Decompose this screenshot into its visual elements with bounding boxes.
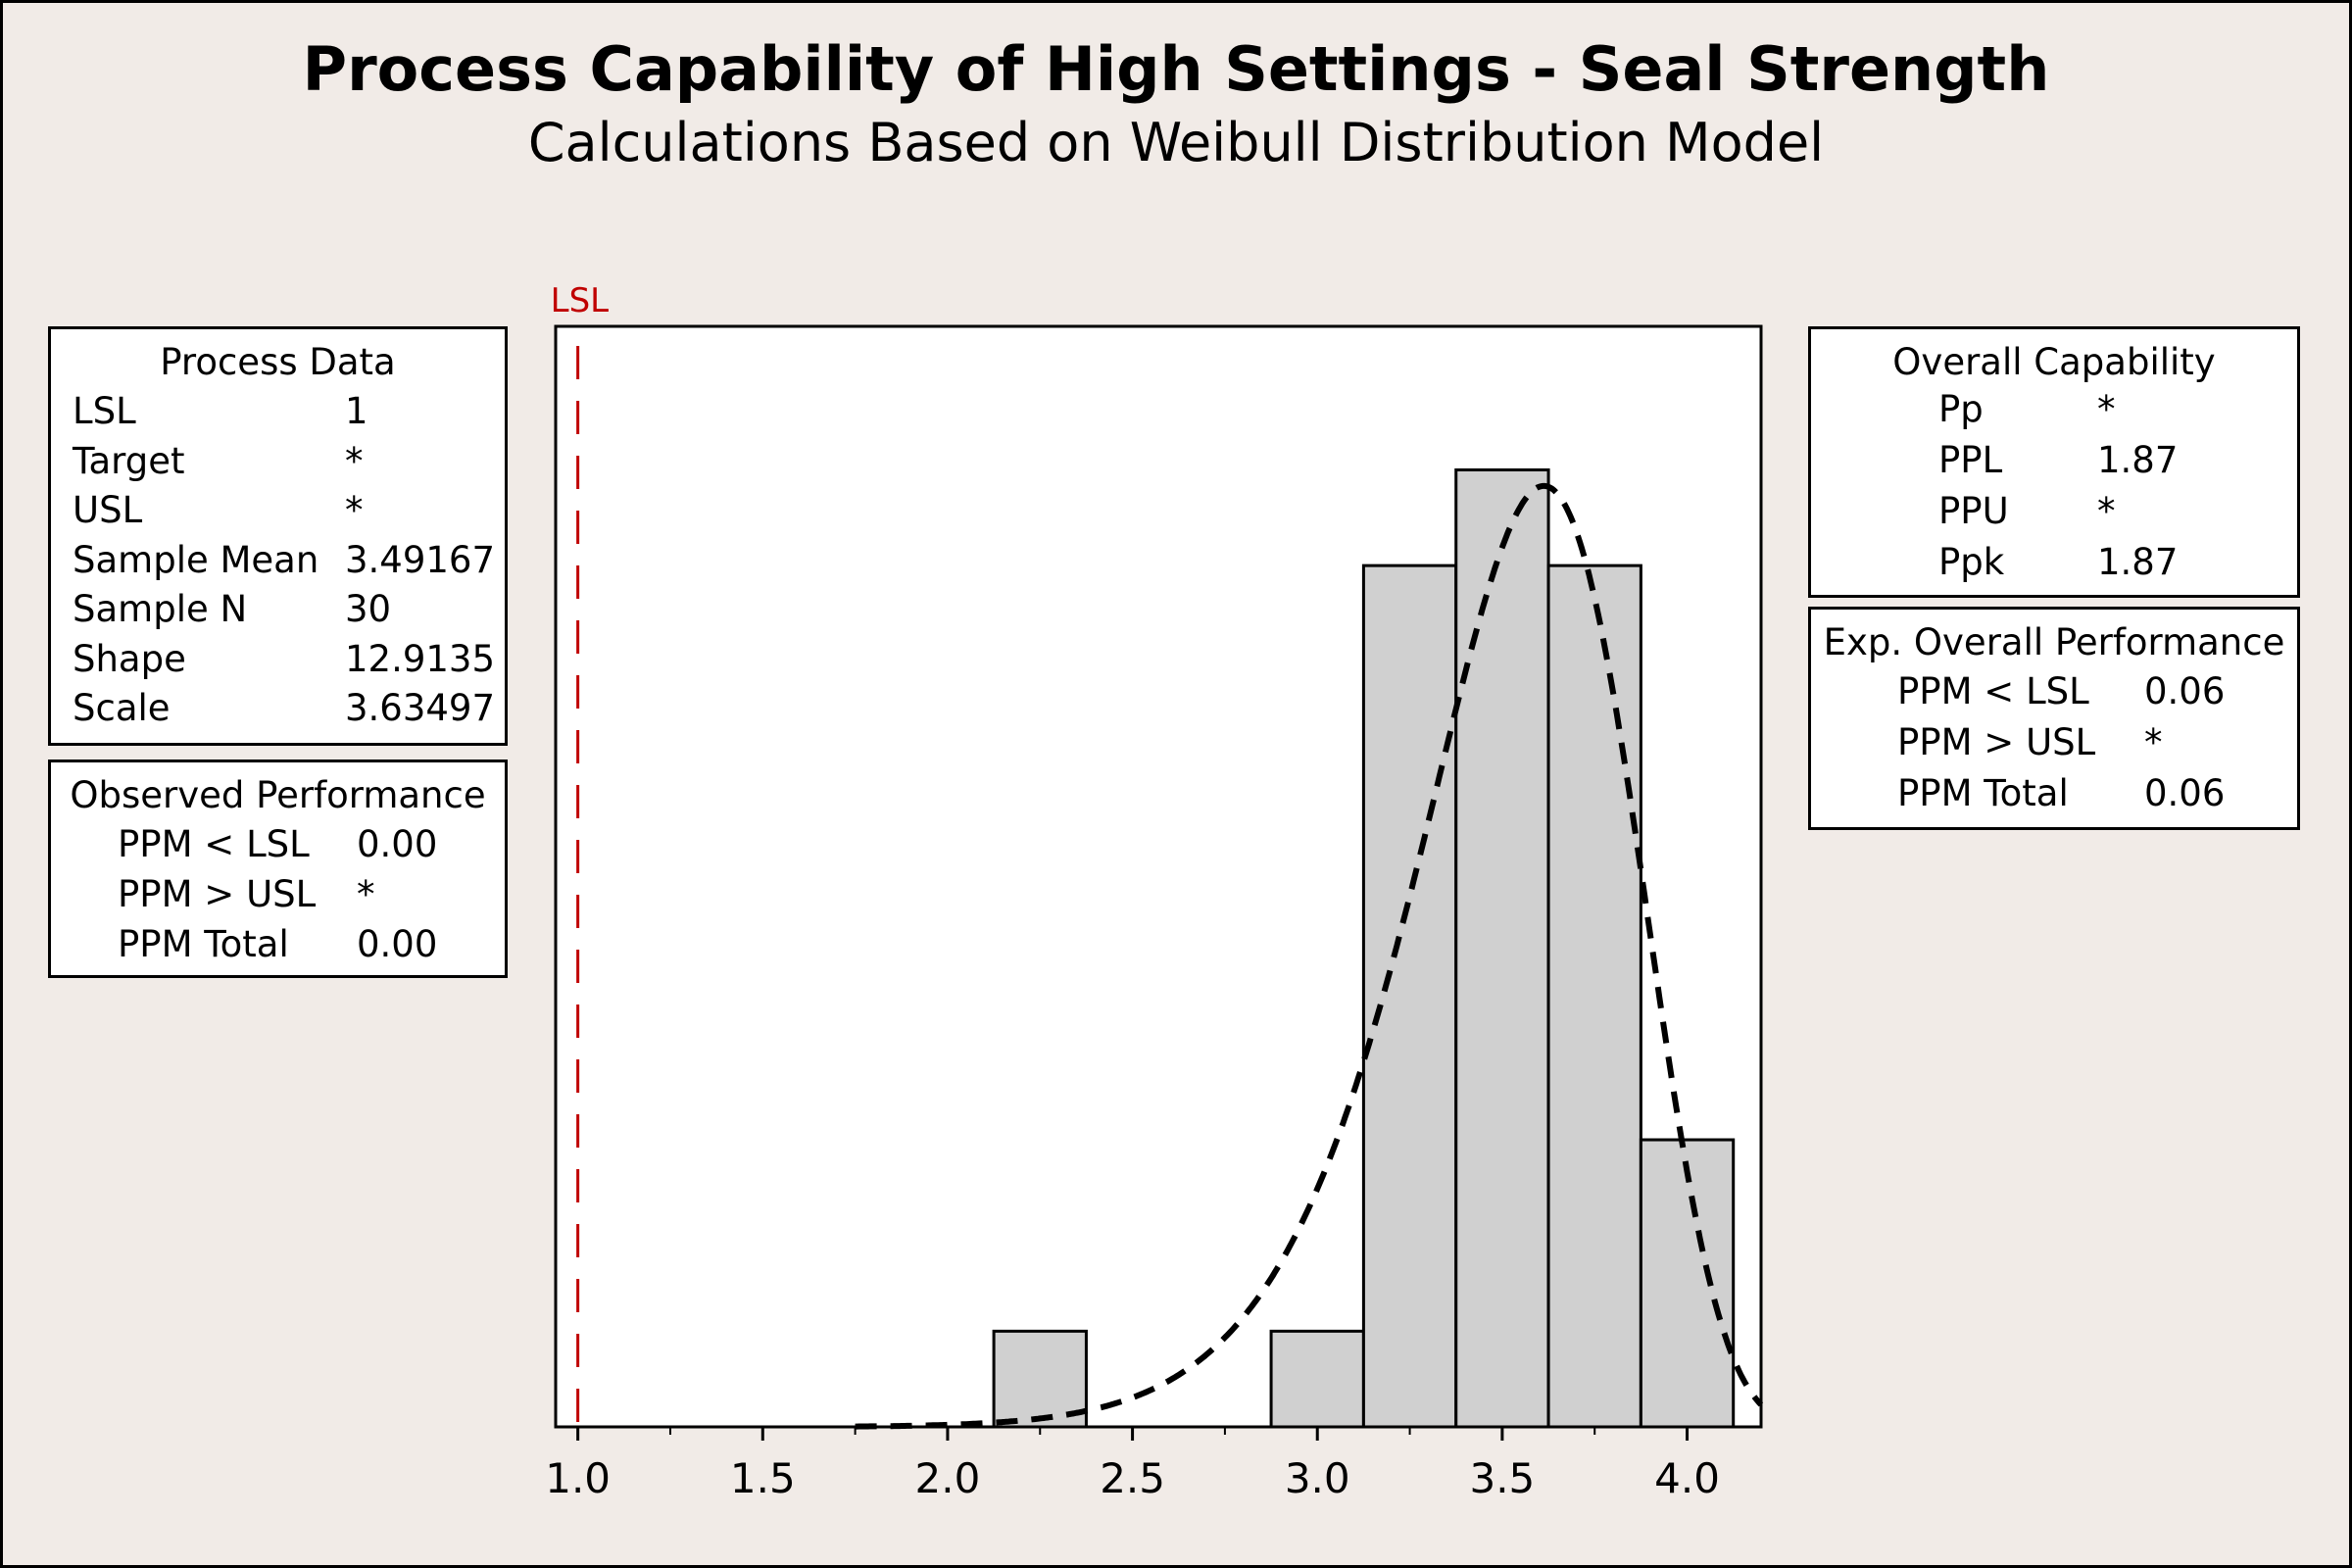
observed-performance-label: PPM Total [118, 923, 289, 965]
process-data-value: 30 [345, 588, 392, 630]
process-data-value: 12.9135 [345, 637, 496, 680]
overall-capability-label: Pp [1938, 388, 1984, 430]
observed-performance-title: Observed Performance [70, 774, 486, 816]
x-tick-label: 3.0 [1285, 1454, 1350, 1502]
lsl-label: LSL [551, 281, 610, 320]
overall-capability-label: Ppk [1938, 541, 2005, 583]
process-data-label: Sample N [73, 588, 248, 630]
observed-performance-value: * [357, 873, 375, 915]
exp-overall-performance-value: 0.06 [2144, 670, 2226, 712]
process-data-label: Shape [73, 637, 186, 680]
process-data-value: 1 [345, 390, 368, 432]
plot-area: LSL 1.0 1.5 2.0 2.5 3.0 3.5 4.0 [545, 281, 1764, 1502]
x-tick-label: 4.0 [1654, 1454, 1720, 1502]
overall-capability-value: 1.87 [2097, 439, 2179, 481]
weibull-fit-curve [855, 482, 1764, 1430]
chart-title: Process Capability of High Settings - Se… [302, 33, 2050, 105]
observed-performance-panel: Observed Performance PPM < LSL 0.00 PPM > … [48, 760, 508, 978]
observed-performance-value: 0.00 [357, 923, 438, 965]
histogram-bar [1639, 1138, 1736, 1429]
histogram-bar [1454, 467, 1550, 1429]
exp-overall-performance-label: PPM > USL [1897, 721, 2096, 763]
observed-performance-value: 0.00 [357, 823, 438, 865]
observed-performance-label: PPM < LSL [118, 823, 310, 865]
observed-performance-label: PPM > USL [118, 873, 317, 915]
exp-overall-performance-label: PPM < LSL [1897, 670, 2089, 712]
histogram-bar [1546, 564, 1642, 1429]
process-data-panel: Process Data LSL 1 Target * USL * Sample Mean 3… [48, 326, 508, 746]
x-tick-label: 1.0 [545, 1454, 611, 1502]
overall-capability-title: Overall Capability [1892, 341, 2216, 383]
x-tick-label: 2.5 [1100, 1454, 1165, 1502]
overall-capability-value: 1.87 [2097, 541, 2179, 583]
process-data-label: Sample Mean [73, 538, 319, 581]
process-data-value: 3.49167 [345, 538, 496, 581]
chart-subtitle: Calculations Based on Weibull Distributi… [527, 112, 1825, 173]
process-data-title: Process Data [160, 341, 396, 383]
process-data-value: * [345, 489, 364, 531]
x-tick-label: 2.0 [915, 1454, 981, 1502]
overall-capability-value: * [2097, 388, 2116, 430]
histogram-bar [992, 1329, 1088, 1429]
overall-capability-value: * [2097, 490, 2116, 532]
exp-overall-performance-value: 0.06 [2144, 772, 2226, 814]
x-tick-label: 1.5 [730, 1454, 796, 1502]
exp-overall-performance-panel: Exp. Overall Performance PPM < LSL 0.06 PP… [1808, 607, 2300, 830]
overall-capability-panel: Overall Capability Pp * PPL 1.87 PPU * Ppk 1.87 [1808, 326, 2300, 598]
x-tick-label: 3.5 [1469, 1454, 1535, 1502]
process-data-label: Scale [73, 687, 171, 729]
exp-overall-performance-title: Exp. Overall Performance [1823, 621, 2285, 663]
process-data-label: Target [73, 439, 185, 482]
overall-capability-label: PPU [1938, 490, 2009, 532]
exp-overall-performance-label: PPM Total [1897, 772, 2069, 814]
process-data-value: * [345, 439, 364, 482]
overall-capability-label: PPL [1938, 439, 2003, 481]
exp-overall-performance-value: * [2144, 721, 2163, 763]
process-data-label: USL [73, 489, 143, 531]
process-data-label: LSL [73, 390, 136, 432]
process-data-value: 3.63497 [345, 687, 496, 729]
histogram-bar [1361, 564, 1458, 1429]
histogram-bar [1269, 1329, 1365, 1429]
